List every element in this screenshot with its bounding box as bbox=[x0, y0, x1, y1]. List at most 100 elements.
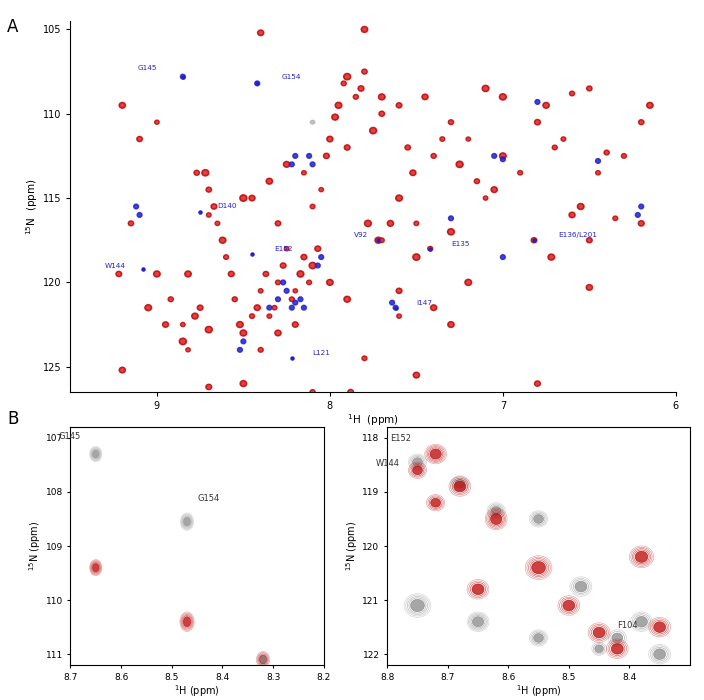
Ellipse shape bbox=[349, 391, 352, 393]
Ellipse shape bbox=[430, 449, 441, 459]
Ellipse shape bbox=[291, 298, 293, 300]
Ellipse shape bbox=[328, 281, 332, 284]
Ellipse shape bbox=[570, 91, 574, 96]
Ellipse shape bbox=[362, 69, 367, 74]
Ellipse shape bbox=[415, 374, 417, 377]
Ellipse shape bbox=[344, 74, 351, 80]
Ellipse shape bbox=[500, 153, 506, 159]
Ellipse shape bbox=[595, 645, 603, 652]
Text: E136/L201: E136/L201 bbox=[558, 232, 597, 238]
Ellipse shape bbox=[184, 271, 191, 277]
Ellipse shape bbox=[593, 627, 605, 638]
Ellipse shape bbox=[422, 94, 428, 99]
Ellipse shape bbox=[260, 657, 265, 663]
Ellipse shape bbox=[310, 120, 315, 124]
Ellipse shape bbox=[640, 121, 643, 123]
Ellipse shape bbox=[225, 256, 227, 258]
Ellipse shape bbox=[234, 298, 236, 300]
Ellipse shape bbox=[348, 389, 353, 395]
Ellipse shape bbox=[268, 315, 270, 317]
Ellipse shape bbox=[311, 391, 314, 393]
X-axis label: $^{1}$H (ppm): $^{1}$H (ppm) bbox=[515, 683, 562, 699]
Ellipse shape bbox=[614, 217, 617, 219]
Ellipse shape bbox=[280, 263, 286, 268]
Ellipse shape bbox=[410, 170, 416, 176]
Ellipse shape bbox=[323, 153, 329, 159]
Ellipse shape bbox=[472, 617, 484, 626]
Ellipse shape bbox=[327, 136, 333, 142]
Ellipse shape bbox=[311, 206, 314, 207]
Text: G154: G154 bbox=[197, 494, 220, 503]
Text: V92: V92 bbox=[353, 232, 368, 238]
Text: W144: W144 bbox=[375, 458, 399, 468]
Ellipse shape bbox=[491, 187, 498, 192]
Ellipse shape bbox=[286, 248, 288, 250]
Ellipse shape bbox=[137, 136, 142, 141]
Ellipse shape bbox=[499, 94, 506, 100]
Ellipse shape bbox=[206, 213, 211, 217]
Ellipse shape bbox=[240, 381, 246, 386]
Ellipse shape bbox=[622, 153, 627, 158]
Ellipse shape bbox=[536, 121, 539, 123]
Text: A: A bbox=[7, 18, 18, 36]
Ellipse shape bbox=[307, 153, 312, 158]
Ellipse shape bbox=[259, 32, 262, 34]
Ellipse shape bbox=[413, 254, 420, 260]
Ellipse shape bbox=[553, 146, 556, 148]
Ellipse shape bbox=[532, 561, 546, 574]
Ellipse shape bbox=[605, 151, 608, 153]
Ellipse shape bbox=[379, 238, 384, 242]
Text: E152: E152 bbox=[275, 246, 293, 252]
Ellipse shape bbox=[301, 305, 306, 310]
Ellipse shape bbox=[164, 323, 167, 326]
Ellipse shape bbox=[361, 27, 367, 32]
Ellipse shape bbox=[242, 332, 245, 335]
Ellipse shape bbox=[535, 99, 540, 104]
Ellipse shape bbox=[208, 188, 210, 191]
Ellipse shape bbox=[355, 96, 357, 98]
Ellipse shape bbox=[534, 514, 543, 524]
Ellipse shape bbox=[275, 330, 281, 336]
Ellipse shape bbox=[315, 263, 320, 268]
Ellipse shape bbox=[548, 254, 555, 260]
Ellipse shape bbox=[119, 102, 125, 108]
Ellipse shape bbox=[394, 305, 398, 310]
Ellipse shape bbox=[653, 622, 666, 633]
Ellipse shape bbox=[138, 138, 141, 140]
Ellipse shape bbox=[299, 272, 302, 275]
Ellipse shape bbox=[396, 195, 403, 201]
Ellipse shape bbox=[415, 223, 417, 225]
Ellipse shape bbox=[432, 307, 435, 309]
Ellipse shape bbox=[258, 288, 263, 293]
Ellipse shape bbox=[319, 255, 324, 260]
Ellipse shape bbox=[335, 102, 342, 108]
Ellipse shape bbox=[239, 323, 241, 326]
Ellipse shape bbox=[431, 153, 436, 158]
Ellipse shape bbox=[648, 104, 651, 106]
Ellipse shape bbox=[344, 296, 351, 302]
Ellipse shape bbox=[93, 564, 99, 572]
Ellipse shape bbox=[196, 172, 198, 174]
Ellipse shape bbox=[379, 94, 385, 100]
Ellipse shape bbox=[550, 256, 553, 258]
Ellipse shape bbox=[455, 480, 465, 489]
Ellipse shape bbox=[346, 298, 348, 300]
Ellipse shape bbox=[277, 332, 279, 335]
Ellipse shape bbox=[237, 347, 242, 352]
Ellipse shape bbox=[273, 307, 275, 309]
Ellipse shape bbox=[353, 94, 358, 99]
Ellipse shape bbox=[398, 290, 401, 292]
Ellipse shape bbox=[429, 248, 432, 250]
Ellipse shape bbox=[130, 223, 132, 225]
Ellipse shape bbox=[586, 237, 592, 243]
Ellipse shape bbox=[303, 256, 306, 258]
Ellipse shape bbox=[267, 314, 272, 318]
Ellipse shape bbox=[327, 279, 333, 286]
Ellipse shape bbox=[289, 305, 294, 310]
Ellipse shape bbox=[329, 138, 332, 140]
Ellipse shape bbox=[242, 382, 245, 385]
Ellipse shape bbox=[448, 229, 454, 235]
Ellipse shape bbox=[372, 130, 375, 132]
Ellipse shape bbox=[285, 163, 288, 166]
Ellipse shape bbox=[571, 92, 573, 95]
